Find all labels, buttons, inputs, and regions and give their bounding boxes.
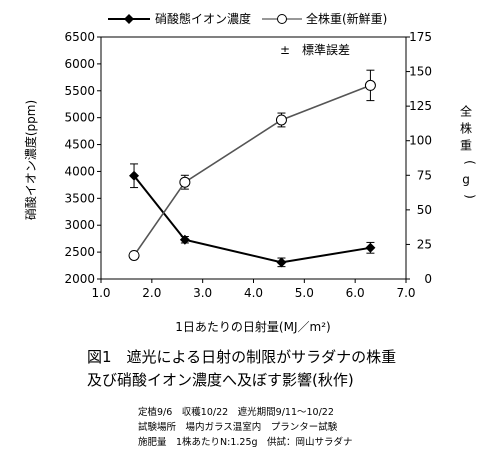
x-tick-label: 3.0	[193, 286, 212, 300]
y-right-label-char: (	[463, 160, 477, 165]
y-left-tick-label: 6500	[64, 30, 95, 44]
legend-label-weight: 全株重(新鮮重)	[306, 11, 387, 26]
data-point	[179, 234, 190, 245]
y-right-tick-label: 75	[417, 168, 432, 182]
series	[128, 69, 376, 268]
data-point	[275, 114, 287, 126]
y-right-tick-label: 125	[409, 99, 432, 113]
y-right-label: 全株重 ( g)	[460, 104, 477, 199]
error-note: ± 標準誤差	[280, 42, 350, 57]
data-point	[364, 79, 376, 91]
y-right-label-char: g	[462, 173, 470, 187]
x-tick-label: 2.0	[142, 286, 161, 300]
y-right-tick-label: 25	[417, 237, 432, 251]
note-line2: 試験場所 場内ガラス温室内 プランター試験	[138, 421, 338, 433]
y-right-tick-label: 150	[409, 65, 432, 79]
caption-line2: 及び硝酸イオン濃度へ及ぼす影響(秋作)	[87, 371, 354, 389]
y-left-tick-label: 3500	[64, 191, 95, 205]
y-left-tick-label: 2000	[64, 272, 95, 286]
note-line3: 施肥量 1株あたりN:1.25g 供試：岡山サラダナ	[138, 436, 353, 448]
caption-line1: 図1 遮光による日射の制限がサラダナの株重	[87, 348, 396, 366]
y-left-label: 硝酸イオン濃度(ppm)	[23, 100, 38, 220]
y-left-tick-label: 5500	[64, 84, 95, 98]
y-right-label-char: 全	[460, 104, 472, 119]
y-left-tick-label: 4500	[64, 138, 95, 152]
legend-label-nitrate: 硝酸態イオン濃度	[155, 11, 251, 26]
x-tick-label: 7.0	[396, 286, 415, 300]
data-point	[365, 242, 376, 253]
y-left-tick-label: 2500	[64, 245, 95, 259]
x-tick-label: 6.0	[346, 286, 365, 300]
y-right-label-char: 重	[460, 139, 472, 153]
x-tick-label: 1.0	[91, 286, 110, 300]
y-left-tick-label: 4000	[64, 164, 95, 178]
series-0	[129, 163, 376, 268]
note-line1: 定植9/6 収穫10/22 遮光期間9/11～10/22	[138, 406, 334, 418]
data-point	[129, 170, 140, 181]
series-line	[133, 175, 371, 264]
data-point	[179, 176, 191, 188]
x-tick-label: 5.0	[295, 286, 314, 300]
data-point	[128, 249, 140, 261]
y-right-tick-label: 175	[409, 30, 432, 44]
x-tick-label: 4.0	[244, 286, 263, 300]
legend-marker-nitrate	[124, 14, 134, 24]
x-axis-label: 1日あたりの日射量(MJ／m²)	[175, 319, 330, 334]
y-right-label-char: 株	[460, 121, 472, 136]
y-right-tick-label: 0	[424, 272, 432, 286]
y-right-tick-label: 50	[417, 203, 432, 217]
legend-marker-weight	[277, 14, 287, 24]
legend: 硝酸態イオン濃度 全株重(新鮮重)	[108, 11, 387, 26]
y-left-tick-label: 3000	[64, 218, 95, 232]
plot-area	[100, 36, 407, 280]
y-right-tick-label: 100	[409, 134, 432, 148]
y-left-tick-label: 5000	[64, 111, 95, 125]
y-left-tick-label: 6000	[64, 57, 95, 71]
y-right-label-char: )	[463, 194, 477, 199]
series-line	[133, 84, 371, 256]
series-1	[128, 69, 376, 261]
ticks: 1.0 2.0 3.0 4.0 5.0 6.0 7.0 2000 2500 3000 3500 400…	[64, 30, 432, 300]
data-point	[276, 257, 287, 268]
